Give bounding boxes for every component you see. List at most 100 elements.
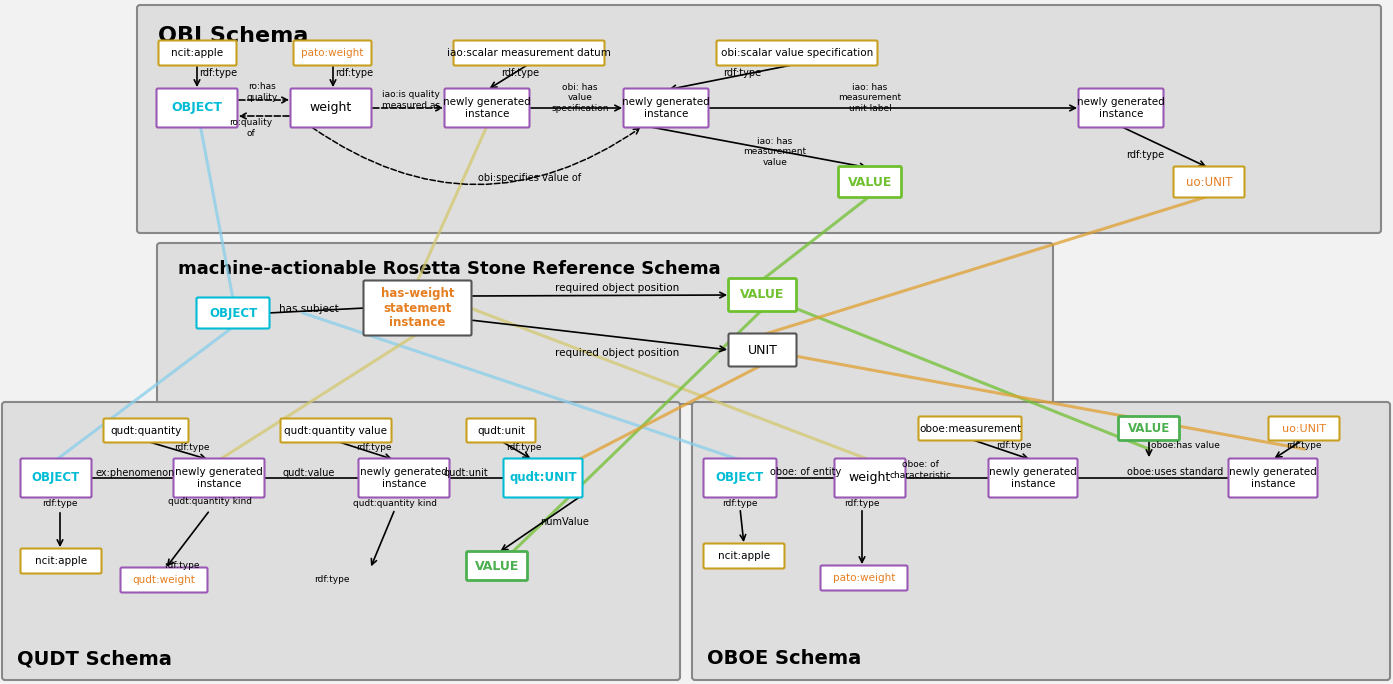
FancyBboxPatch shape	[1173, 166, 1244, 198]
Text: oboe: of entity: oboe: of entity	[770, 467, 841, 477]
Text: qudt:quantity kind: qudt:quantity kind	[352, 499, 437, 508]
Text: required object position: required object position	[554, 348, 680, 358]
FancyBboxPatch shape	[729, 334, 797, 367]
Text: qudt:quantity: qudt:quantity	[110, 425, 181, 436]
FancyBboxPatch shape	[834, 458, 905, 497]
FancyBboxPatch shape	[291, 88, 372, 127]
FancyBboxPatch shape	[729, 278, 797, 311]
FancyBboxPatch shape	[692, 402, 1390, 680]
Text: iao: has
measurement
value: iao: has measurement value	[744, 137, 807, 167]
Text: qudt:UNIT: qudt:UNIT	[510, 471, 577, 484]
Text: rdf:type: rdf:type	[199, 68, 237, 78]
Text: rdf:type: rdf:type	[722, 499, 758, 508]
FancyBboxPatch shape	[103, 419, 188, 443]
FancyBboxPatch shape	[1119, 417, 1180, 440]
FancyBboxPatch shape	[467, 419, 535, 443]
Text: rdf:type: rdf:type	[334, 68, 373, 78]
Text: oboe:uses standard: oboe:uses standard	[1127, 467, 1223, 477]
Text: oboe:measurement: oboe:measurement	[919, 423, 1021, 434]
FancyBboxPatch shape	[159, 40, 237, 66]
Text: iao:scalar measurement datum: iao:scalar measurement datum	[447, 48, 612, 58]
Text: oboe:has value: oboe:has value	[1151, 441, 1219, 451]
Text: QUDT Schema: QUDT Schema	[17, 650, 171, 668]
FancyBboxPatch shape	[280, 419, 391, 443]
Text: rdf:type: rdf:type	[313, 575, 350, 585]
Text: weight: weight	[848, 471, 892, 484]
Text: ncit:apple: ncit:apple	[717, 551, 770, 561]
Text: ex:phenomenon: ex:phenomenon	[95, 468, 174, 478]
Text: rdf:type: rdf:type	[164, 562, 199, 570]
Text: ro:has
quality: ro:has quality	[247, 82, 277, 102]
Text: pato:weight: pato:weight	[833, 573, 896, 583]
Text: OBJECT: OBJECT	[32, 471, 81, 484]
Text: uo:UNIT: uo:UNIT	[1282, 423, 1326, 434]
Text: qudt:quantity kind: qudt:quantity kind	[169, 497, 252, 506]
Text: iao: has
measurement
unit label: iao: has measurement unit label	[839, 83, 901, 113]
Text: has-weight
statement
instance: has-weight statement instance	[380, 287, 454, 330]
Text: OBJECT: OBJECT	[209, 306, 258, 319]
Text: newly generated
instance: newly generated instance	[623, 97, 710, 119]
Text: rdf:type: rdf:type	[42, 499, 78, 508]
Text: VALUE: VALUE	[475, 560, 520, 573]
FancyBboxPatch shape	[989, 458, 1078, 497]
Text: UNIT: UNIT	[748, 343, 777, 356]
Text: iao:is quality
measured as: iao:is quality measured as	[382, 90, 440, 109]
Text: uo:UNIT: uo:UNIT	[1185, 176, 1233, 189]
Text: qudt:value: qudt:value	[283, 468, 336, 478]
FancyBboxPatch shape	[839, 166, 901, 198]
FancyBboxPatch shape	[21, 549, 102, 573]
FancyBboxPatch shape	[1, 402, 680, 680]
FancyBboxPatch shape	[156, 88, 237, 127]
Text: newly generated
instance: newly generated instance	[443, 97, 531, 119]
FancyBboxPatch shape	[624, 88, 709, 127]
Text: newly generated
instance: newly generated instance	[1077, 97, 1165, 119]
Text: VALUE: VALUE	[740, 289, 784, 302]
Text: newly generated
instance: newly generated instance	[989, 467, 1077, 489]
Text: rdf:type: rdf:type	[506, 443, 542, 453]
FancyBboxPatch shape	[454, 40, 605, 66]
Text: qudt:unit: qudt:unit	[443, 468, 489, 478]
Text: obi: has
value
specification: obi: has value specification	[552, 83, 609, 113]
FancyBboxPatch shape	[1229, 458, 1318, 497]
Text: pato:weight: pato:weight	[301, 48, 364, 58]
Text: newly generated
instance: newly generated instance	[1229, 467, 1316, 489]
FancyBboxPatch shape	[137, 5, 1380, 233]
Text: rdf:type: rdf:type	[996, 441, 1032, 451]
Text: rdf:type: rdf:type	[501, 68, 539, 78]
FancyBboxPatch shape	[196, 298, 269, 328]
Text: rdf:type: rdf:type	[357, 443, 391, 453]
Text: OBOE Schema: OBOE Schema	[708, 650, 861, 668]
Text: rdf:type: rdf:type	[844, 499, 880, 508]
FancyBboxPatch shape	[294, 40, 372, 66]
FancyBboxPatch shape	[364, 280, 471, 335]
FancyBboxPatch shape	[1078, 88, 1163, 127]
Text: OBJECT: OBJECT	[171, 101, 223, 114]
Text: qudt:unit: qudt:unit	[476, 425, 525, 436]
Text: ro:quality
of: ro:quality of	[230, 118, 273, 137]
FancyBboxPatch shape	[1269, 417, 1340, 440]
Text: machine-actionable Rosetta Stone Reference Schema: machine-actionable Rosetta Stone Referen…	[178, 260, 720, 278]
Text: newly generated
instance: newly generated instance	[176, 467, 263, 489]
Text: oboe: of
characteristic: oboe: of characteristic	[889, 460, 951, 479]
Text: has subject: has subject	[279, 304, 338, 314]
FancyBboxPatch shape	[157, 243, 1053, 404]
Text: VALUE: VALUE	[848, 176, 892, 189]
FancyBboxPatch shape	[703, 544, 784, 568]
Text: ncit:apple: ncit:apple	[35, 556, 86, 566]
Text: ncit:apple: ncit:apple	[171, 48, 223, 58]
FancyBboxPatch shape	[21, 458, 92, 497]
Text: numValue: numValue	[540, 517, 589, 527]
Text: rdf:type: rdf:type	[1286, 441, 1322, 451]
Text: obi:scalar value specification: obi:scalar value specification	[720, 48, 873, 58]
FancyBboxPatch shape	[716, 40, 878, 66]
Text: newly generated
instance: newly generated instance	[361, 467, 449, 489]
FancyBboxPatch shape	[703, 458, 776, 497]
FancyBboxPatch shape	[174, 458, 265, 497]
Text: VALUE: VALUE	[1128, 422, 1170, 435]
Text: qudt:weight: qudt:weight	[132, 575, 195, 585]
FancyBboxPatch shape	[444, 88, 529, 127]
FancyBboxPatch shape	[121, 568, 208, 592]
Text: weight: weight	[309, 101, 352, 114]
FancyBboxPatch shape	[503, 458, 582, 497]
Text: qudt:quantity value: qudt:quantity value	[284, 425, 387, 436]
